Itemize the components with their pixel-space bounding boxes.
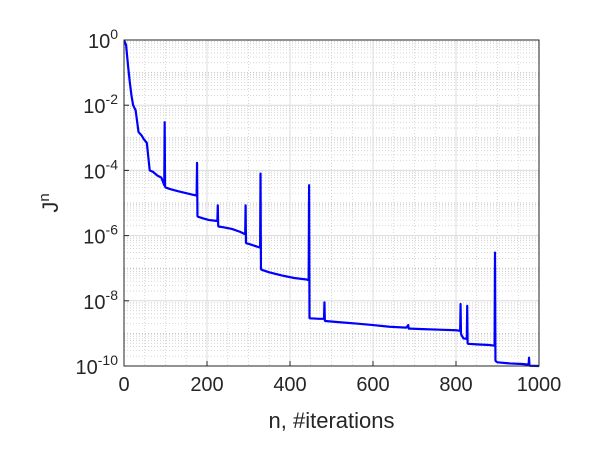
y-tick-label: 10-6	[83, 222, 118, 249]
y-tick-label: 10-10	[76, 352, 119, 379]
x-axis-title: n, #iterations	[269, 408, 395, 433]
x-tick-label: 0	[118, 374, 129, 396]
x-tick-label: 800	[439, 374, 472, 396]
x-tick-label: 600	[356, 374, 389, 396]
minor-grid	[124, 40, 539, 366]
y-tick-label: 10-2	[83, 91, 118, 118]
x-tick-labels: 0 200 400 600 800 1000	[118, 374, 561, 396]
major-grid	[124, 40, 539, 366]
series-line	[124, 39, 539, 368]
y-axis-title-superscript: n	[36, 193, 53, 201]
y-axis-title-base: J	[38, 202, 63, 213]
series-layer	[124, 39, 539, 368]
x-tick-label: 400	[273, 374, 306, 396]
y-tick-label: 100	[88, 26, 118, 53]
y-tick-labels: 100 10-2 10-4 10-6 10-8 10-10	[76, 26, 119, 379]
x-tick-label: 200	[190, 374, 223, 396]
y-tick-label: 10-4	[83, 156, 118, 183]
y-axis-title: Jn	[36, 193, 63, 212]
plot-frame	[123, 39, 540, 367]
y-tick-label: 10-8	[83, 287, 118, 314]
x-tick-label: 1000	[517, 374, 562, 396]
tick-marks	[123, 39, 540, 367]
